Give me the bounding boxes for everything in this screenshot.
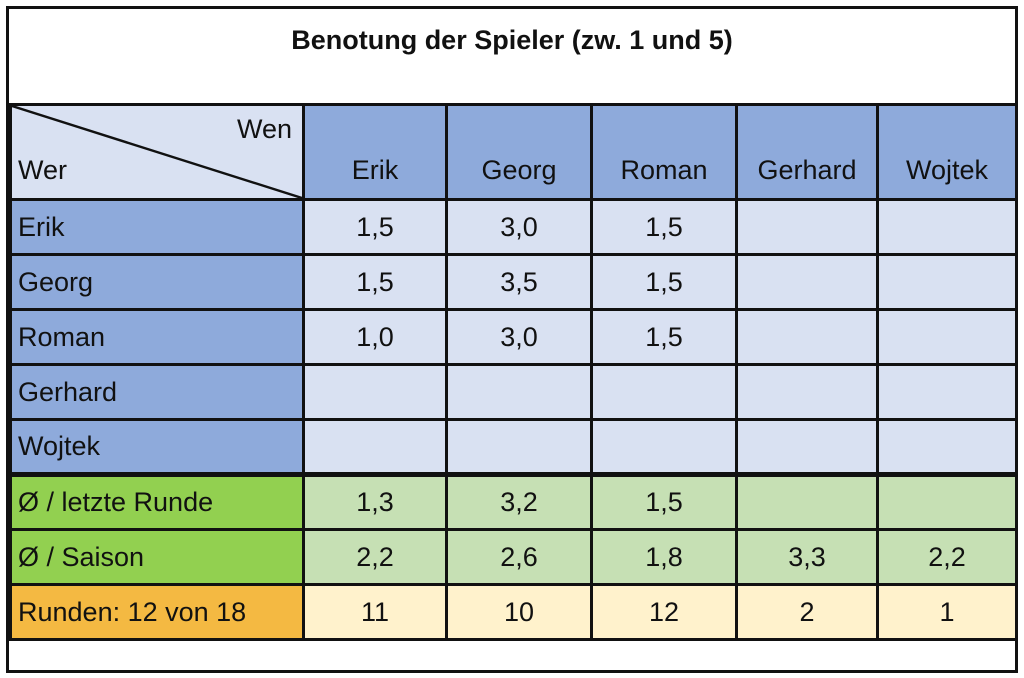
rounds-cell[interactable]: 1	[876, 583, 1018, 641]
summary-cell[interactable]: 2,2	[876, 528, 1018, 586]
grades-table: Wen Wer Erik Georg Roman Gerhard Wojtek …	[9, 103, 1018, 641]
header-row: Wen Wer Erik Georg Roman Gerhard Wojtek	[9, 103, 1018, 201]
rounds-label: Runden: 12 von 18	[9, 583, 305, 641]
diagonal-line	[12, 106, 302, 198]
grade-cell[interactable]	[590, 418, 738, 476]
corner-label-wen: Wen	[236, 114, 292, 144]
column-header: Roman	[590, 103, 738, 201]
title-bar: Benotung der Spieler (zw. 1 und 5)	[9, 9, 1015, 106]
summary-label: Ø / letzte Runde	[9, 472, 305, 531]
grade-cell[interactable]	[735, 363, 879, 421]
corner-label-wer: Wer	[18, 155, 68, 185]
grade-cell[interactable]	[302, 363, 448, 421]
grade-cell[interactable]: 1,5	[302, 198, 448, 256]
row-label: Wojtek	[9, 418, 305, 476]
summary-cell[interactable]: 2,6	[445, 528, 593, 586]
grade-cell[interactable]	[876, 253, 1018, 311]
grade-cell[interactable]: 1,0	[302, 308, 448, 366]
summary-cell[interactable]: 3,3	[735, 528, 879, 586]
row-label: Georg	[9, 253, 305, 311]
rounds-cell[interactable]: 12	[590, 583, 738, 641]
row-label: Gerhard	[9, 363, 305, 421]
grading-sheet: Benotung der Spieler (zw. 1 und 5) Wen W…	[6, 6, 1018, 673]
corner-cell: Wen Wer	[9, 103, 305, 201]
grade-cell[interactable]	[302, 418, 448, 476]
grade-cell[interactable]	[876, 418, 1018, 476]
grade-cell[interactable]	[876, 363, 1018, 421]
row-label: Erik	[9, 198, 305, 256]
summary-cell[interactable]: 3,2	[445, 472, 593, 531]
summary-row: Ø / letzte Runde 1,3 3,2 1,5	[9, 472, 1018, 531]
grade-cell[interactable]	[735, 418, 879, 476]
grade-cell[interactable]	[876, 308, 1018, 366]
sheet-title: Benotung der Spieler (zw. 1 und 5)	[291, 25, 733, 55]
grade-cell[interactable]: 3,0	[445, 198, 593, 256]
table-row: Roman 1,0 3,0 1,5	[9, 308, 1018, 366]
table-row: Georg 1,5 3,5 1,5	[9, 253, 1018, 311]
grade-cell[interactable]	[735, 198, 879, 256]
grade-cell[interactable]: 1,5	[590, 253, 738, 311]
row-label: Roman	[9, 308, 305, 366]
grade-cell[interactable]: 1,5	[590, 198, 738, 256]
summary-cell[interactable]	[735, 472, 879, 531]
table-row: Wojtek	[9, 418, 1018, 476]
rounds-cell[interactable]: 2	[735, 583, 879, 641]
grade-cell[interactable]	[445, 363, 593, 421]
summary-cell[interactable]: 1,5	[590, 472, 738, 531]
grade-cell[interactable]	[876, 198, 1018, 256]
summary-cell[interactable]: 1,8	[590, 528, 738, 586]
summary-cell[interactable]	[876, 472, 1018, 531]
column-header: Wojtek	[876, 103, 1018, 201]
grade-cell[interactable]	[735, 253, 879, 311]
grade-cell[interactable]: 3,0	[445, 308, 593, 366]
grade-cell[interactable]: 3,5	[445, 253, 593, 311]
summary-cell[interactable]: 1,3	[302, 472, 448, 531]
grade-cell[interactable]	[590, 363, 738, 421]
rounds-cell[interactable]: 11	[302, 583, 448, 641]
column-header: Gerhard	[735, 103, 879, 201]
grade-cell[interactable]	[735, 308, 879, 366]
column-header: Georg	[445, 103, 593, 201]
summary-label: Ø / Saison	[9, 528, 305, 586]
grade-cell[interactable]: 1,5	[302, 253, 448, 311]
column-header: Erik	[302, 103, 448, 201]
rounds-row: Runden: 12 von 18 11 10 12 2 1	[9, 583, 1018, 641]
summary-cell[interactable]: 2,2	[302, 528, 448, 586]
summary-row: Ø / Saison 2,2 2,6 1,8 3,3 2,2	[9, 528, 1018, 586]
grade-cell[interactable]: 1,5	[590, 308, 738, 366]
grade-cell[interactable]	[445, 418, 593, 476]
table-row: Gerhard	[9, 363, 1018, 421]
table-row: Erik 1,5 3,0 1,5	[9, 198, 1018, 256]
rounds-cell[interactable]: 10	[445, 583, 593, 641]
